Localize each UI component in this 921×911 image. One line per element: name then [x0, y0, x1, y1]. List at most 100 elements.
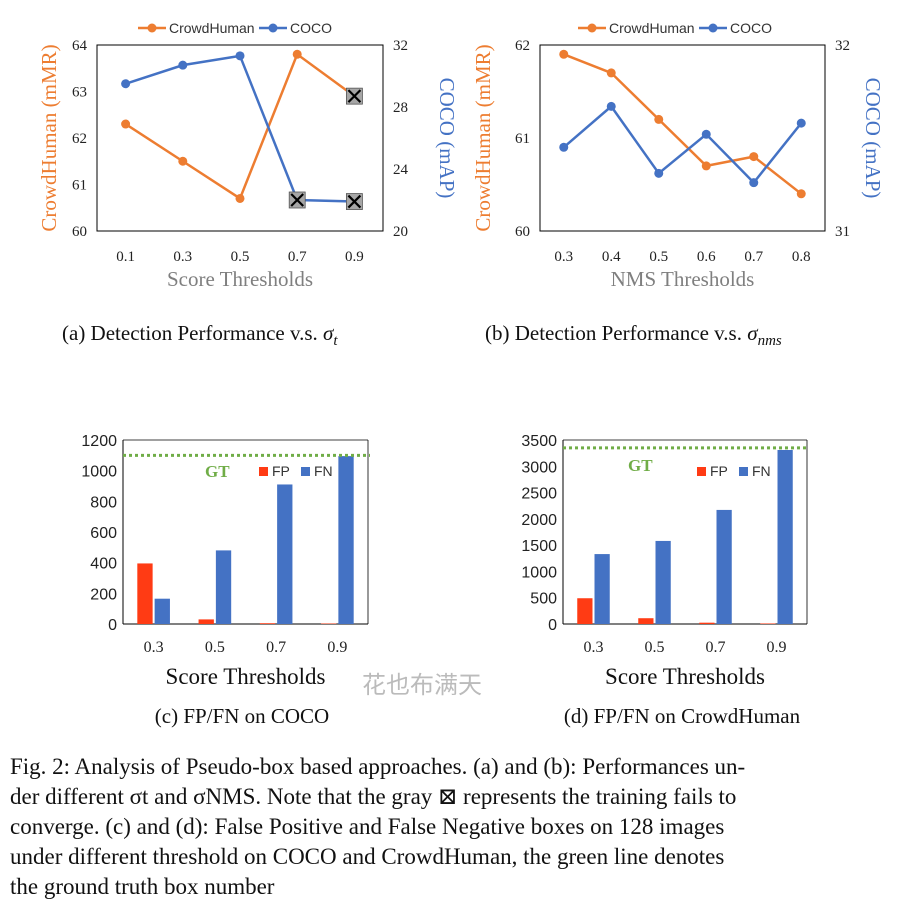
fp-bar — [577, 598, 593, 624]
watermark-text: 花也布满天 — [362, 671, 482, 699]
crowdhuman-data-point — [749, 152, 759, 162]
fp-bar — [760, 623, 776, 624]
caption-line: under different threshold on COCO and Cr… — [10, 844, 725, 869]
crowdhuman-data-point — [178, 156, 188, 166]
y-left-tick-label: 60 — [72, 224, 87, 240]
y-tick-label: 400 — [90, 556, 117, 573]
coco-data-point — [121, 79, 131, 89]
panel-caption-text: (a) Detection Performance v.s. — [62, 321, 323, 345]
legend-marker — [147, 23, 157, 33]
panel-caption-subscript: nms — [758, 333, 782, 349]
legend-marker — [708, 23, 718, 33]
crowdhuman-series-line — [124, 52, 356, 201]
x-tick-label: 0.4 — [602, 249, 621, 265]
training-fail-marker — [288, 191, 306, 209]
crowdhuman-data-point — [606, 68, 616, 78]
fp-bar — [137, 563, 153, 624]
y-right-tick-label: 20 — [393, 224, 408, 240]
y-left-axis-title: CrowdHuman (mMR) — [37, 44, 61, 231]
legend-label: CrowdHuman — [609, 20, 695, 36]
x-tick-label: 0.1 — [116, 249, 135, 265]
y-tick-label: 0 — [548, 617, 557, 634]
panel-caption: (d) FP/FN on CrowdHuman — [564, 704, 801, 728]
y-tick-label: 1500 — [521, 538, 557, 555]
x-tick-label: 0.5 — [205, 639, 225, 656]
y-right-tick-label: 24 — [393, 162, 409, 178]
y-right-axis-title: COCO (mAP) — [435, 78, 459, 199]
y-left-tick-label: 62 — [72, 131, 87, 147]
legend-swatch — [697, 467, 706, 476]
x-tick-label: 0.9 — [767, 639, 787, 656]
crowdhuman-data-point — [559, 49, 569, 59]
legend-label: FP — [710, 463, 728, 479]
y-tick-label: 2500 — [521, 486, 557, 503]
y-tick-label: 1000 — [81, 464, 117, 481]
coco-data-point — [749, 178, 759, 188]
y-right-tick-label: 31 — [835, 224, 850, 240]
training-fail-marker — [345, 193, 363, 210]
y-tick-label: 2000 — [521, 512, 557, 529]
fn-bar — [154, 598, 170, 624]
y-left-tick-label: 64 — [72, 38, 88, 54]
y-left-tick-label: 61 — [72, 178, 87, 194]
fp-bar — [699, 622, 715, 624]
fail-marker-cross — [347, 89, 362, 103]
y-right-tick-label: 32 — [393, 38, 408, 54]
x-tick-label: 0.7 — [266, 639, 286, 656]
x-tick-label: 0.9 — [327, 639, 347, 656]
x-tick-label: 0.5 — [645, 639, 665, 656]
fn-bar — [338, 456, 354, 624]
x-tick-label: 0.3 — [584, 639, 604, 656]
legend-label: COCO — [290, 20, 332, 36]
panel-caption: (c) FP/FN on COCO — [155, 704, 329, 728]
coco-series-line — [562, 104, 803, 185]
x-tick-label: 0.7 — [706, 639, 726, 656]
y-right-tick-label: 28 — [393, 100, 408, 116]
coco-series-line — [125, 54, 355, 203]
panel-b-line-chart: 60 61 62 31 32 0.3 0.4 0.5 0.6 0.7 0.8 NMS Threshol… — [471, 20, 885, 349]
coco-data-point — [701, 129, 711, 139]
coco-data-point — [606, 101, 616, 111]
panel-caption: (b) Detection Performance v.s. σnms — [485, 321, 782, 349]
training-fail-marker — [345, 87, 363, 105]
y-right-axis-title: COCO (mAP) — [861, 78, 885, 199]
caption-line: converge. (c) and (d): False Positive an… — [10, 814, 725, 839]
legend-label: CrowdHuman — [169, 20, 255, 36]
crowdhuman-data-point — [121, 119, 131, 129]
y-tick-label: 1000 — [521, 564, 557, 581]
caption-line: der different σt and σNMS. Note that the… — [10, 784, 737, 809]
legend-swatch — [259, 467, 268, 476]
legend-marker — [268, 23, 278, 33]
plot-area-frame — [539, 44, 826, 232]
y-left-axis-title: CrowdHuman (mMR) — [471, 44, 495, 231]
ground-truth-label: GT — [628, 456, 653, 475]
panel-caption-symbol: σ — [747, 321, 759, 345]
x-tick-label: 0.5 — [649, 249, 668, 265]
crowdhuman-data-point — [654, 114, 664, 124]
coco-data-point — [654, 168, 664, 178]
panel-c-bar-chart: 0 200 400 600 800 1000 1200 0.3 0.5 0.7 0.9 GT FP FN S… — [81, 433, 370, 728]
panel-caption-text: (b) Detection Performance v.s. — [485, 321, 747, 345]
x-tick-label: 0.3 — [554, 249, 573, 265]
fp-bar — [638, 618, 654, 624]
legend-label: COCO — [730, 20, 772, 36]
y-left-tick-label: 63 — [72, 85, 87, 101]
x-tick-label: 0.6 — [697, 249, 716, 265]
x-axis-title: Score Thresholds — [167, 267, 313, 291]
y-tick-label: 3500 — [521, 433, 557, 450]
x-axis-title: NMS Thresholds — [611, 267, 755, 291]
coco-data-point — [178, 60, 188, 70]
x-tick-label: 0.7 — [288, 249, 307, 265]
y-tick-label: 600 — [90, 525, 117, 542]
y-tick-label: 500 — [530, 591, 557, 608]
ground-truth-label: GT — [205, 462, 230, 481]
fn-bar — [716, 509, 732, 624]
y-left-tick-label: 62 — [515, 38, 530, 54]
y-tick-label: 3000 — [521, 459, 557, 476]
plot-area-frame — [96, 44, 384, 232]
panel-d-bar-chart: 0 500 1000 1500 2000 2500 3000 3500 0.3 0.5 0.7 0.9… — [521, 433, 809, 728]
x-axis-title: Score Thresholds — [166, 664, 326, 689]
coco-data-point — [235, 51, 245, 61]
figure-caption: Fig. 2: Analysis of Pseudo-box based app… — [10, 752, 910, 902]
